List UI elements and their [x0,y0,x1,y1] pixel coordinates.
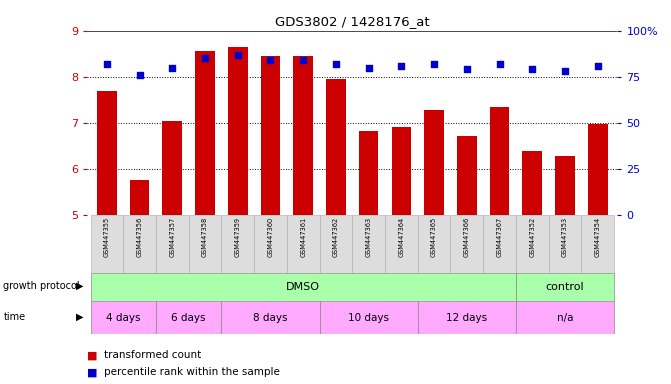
Text: control: control [546,282,584,292]
Text: GSM447356: GSM447356 [137,217,142,257]
Bar [581,215,614,273]
Point [363,65,374,71]
Text: GSM447364: GSM447364 [399,217,405,257]
Text: 4 days: 4 days [106,313,140,323]
Bar [523,151,542,215]
Text: GSM447359: GSM447359 [235,217,241,257]
Bar [97,91,117,215]
Bar [490,107,509,215]
Point [592,63,603,69]
Text: GSM447362: GSM447362 [333,217,339,257]
Text: n/a: n/a [557,313,573,323]
Point [167,65,178,71]
Text: DMSO: DMSO [287,282,320,292]
Bar [319,215,352,273]
Point [265,57,276,63]
Bar [418,301,516,334]
Point [232,51,243,58]
Bar [450,215,483,273]
Bar [418,215,450,273]
Text: GSM447355: GSM447355 [104,217,110,257]
Point [527,66,537,73]
Text: ▶: ▶ [76,281,84,291]
Bar [424,110,444,215]
Text: ▶: ▶ [76,312,84,322]
Bar [293,56,313,215]
Bar [392,127,411,215]
Bar [91,215,123,273]
Text: 6 days: 6 days [171,313,206,323]
Text: GSM447352: GSM447352 [529,217,535,257]
Text: 10 days: 10 days [348,313,389,323]
Point [134,72,145,78]
Text: growth protocol: growth protocol [3,281,80,291]
Text: 8 days: 8 days [253,313,288,323]
Bar [483,215,516,273]
Point [200,55,211,61]
Bar [221,301,319,334]
Text: GSM447354: GSM447354 [595,217,601,257]
Bar [516,215,549,273]
Text: GSM447365: GSM447365 [431,217,437,257]
Bar [130,180,150,215]
Bar [516,301,614,334]
Point [331,61,342,67]
Text: 12 days: 12 days [446,313,487,323]
Bar [162,121,182,215]
Bar [91,273,516,301]
Text: ■: ■ [87,367,98,377]
Bar [326,79,346,215]
Text: time: time [3,312,25,322]
Bar [123,215,156,273]
Bar [385,215,418,273]
Bar [319,301,418,334]
Text: GSM447353: GSM447353 [562,217,568,257]
Point [429,61,440,67]
Text: GSM447363: GSM447363 [366,217,372,257]
Bar [228,47,248,215]
Bar [156,215,189,273]
Bar [352,215,385,273]
Bar [221,215,254,273]
Text: GSM447361: GSM447361 [300,217,306,257]
Text: percentile rank within the sample: percentile rank within the sample [104,367,280,377]
Text: transformed count: transformed count [104,350,201,360]
Point [101,61,112,67]
Text: GSM447366: GSM447366 [464,217,470,257]
Bar [287,215,319,273]
Bar [195,51,215,215]
Text: GDS3802 / 1428176_at: GDS3802 / 1428176_at [275,15,429,28]
Bar [516,273,614,301]
Text: GSM447367: GSM447367 [497,217,503,257]
Point [560,68,570,74]
Text: GSM447360: GSM447360 [268,217,274,257]
Point [298,57,309,63]
Bar [189,215,221,273]
Point [462,66,472,73]
Point [494,61,505,67]
Text: ■: ■ [87,350,98,360]
Point [396,63,407,69]
Bar [457,136,476,215]
Bar [555,156,575,215]
Bar [359,131,378,215]
Text: GSM447357: GSM447357 [169,217,175,257]
Bar [254,215,287,273]
Bar [588,124,607,215]
Text: GSM447358: GSM447358 [202,217,208,257]
Bar [156,301,221,334]
Bar [260,56,280,215]
Bar [91,301,156,334]
Bar [549,215,581,273]
